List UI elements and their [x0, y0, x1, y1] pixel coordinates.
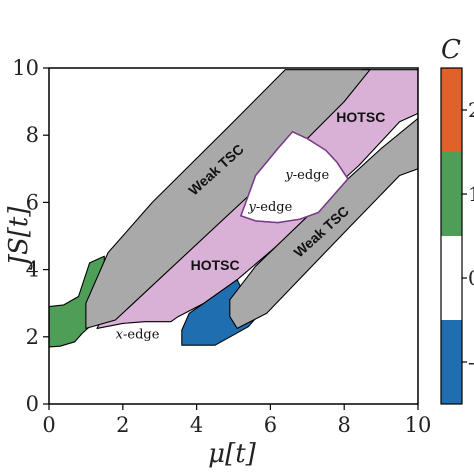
x-tick-label: 4 — [190, 413, 203, 437]
x-tick-label: 0 — [42, 413, 55, 437]
y-tick-label: 4 — [26, 258, 39, 282]
y-tick-label: 0 — [26, 392, 39, 416]
colorbar-tick-label: 0 — [468, 266, 474, 290]
x-tick-label: 2 — [116, 413, 129, 437]
edge-label: y-edge — [248, 200, 293, 215]
x-tick-label: 10 — [405, 413, 432, 437]
colorbar-frame — [440, 67, 463, 405]
colorbar-segment — [441, 68, 462, 152]
hotsc-label: HOTSC — [191, 257, 240, 273]
colorbar-tick-label: 1 — [468, 182, 474, 206]
colorbar-title: C — [441, 35, 461, 65]
colorbar-segment — [441, 320, 462, 404]
y-tick-label: 8 — [26, 123, 39, 147]
y-axis-label: JS[t] — [4, 206, 34, 271]
x-tick-label: 6 — [264, 413, 277, 437]
x-axis-label: μ[t] — [208, 439, 256, 469]
colorbar-tick-label: - — [468, 350, 474, 374]
colorbar-segment — [441, 236, 462, 320]
colorbar-segment — [441, 152, 462, 236]
plot-frame — [48, 67, 419, 405]
region-weak-lower — [229, 117, 418, 329]
colorbar: - 0 1 2 C — [440, 35, 474, 405]
y-tick-label: 2 — [26, 325, 39, 349]
y-tick-label: 10 — [12, 56, 39, 80]
y-edge-boundary — [239, 130, 349, 224]
edge-label: y-edge — [284, 168, 329, 183]
edge-label: x-edge — [116, 327, 160, 342]
region-boundaries — [239, 130, 349, 224]
axis-ticks: 0 2 4 6 8 10 0 2 4 6 8 10 — [12, 56, 431, 437]
x-tick-label: 8 — [338, 413, 351, 437]
colorbar-tick-label: 2 — [468, 98, 474, 122]
y-tick-label: 6 — [26, 190, 39, 214]
hotsc-label: HOTSC — [336, 109, 385, 125]
